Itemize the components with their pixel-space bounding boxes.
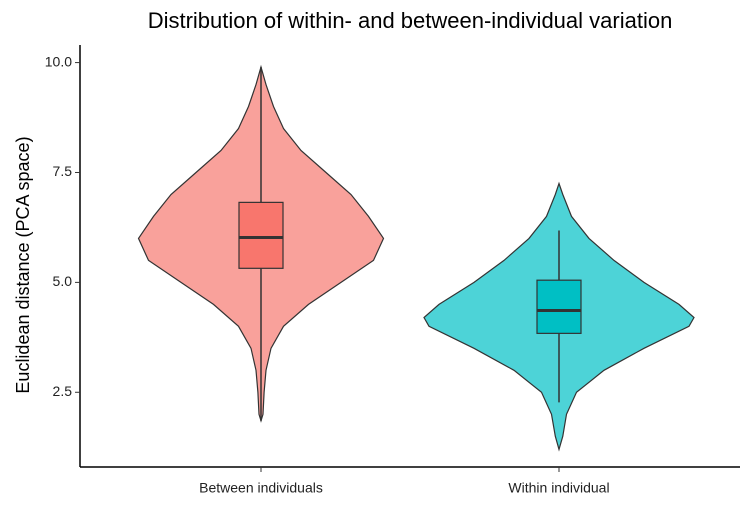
box xyxy=(238,201,284,269)
y-tick-label: 5.0 xyxy=(53,273,73,289)
x-tick-label: Between individuals xyxy=(199,480,323,496)
y-tick-label: 2.5 xyxy=(53,383,73,399)
chart-title: Distribution of within- and between-indi… xyxy=(148,8,673,33)
y-axis-title: Euclidean distance (PCA space) xyxy=(13,136,33,393)
box xyxy=(536,279,582,334)
y-tick-label: 7.5 xyxy=(53,163,73,179)
x-tick-label: Within individual xyxy=(508,480,609,496)
y-tick-label: 10.0 xyxy=(45,53,72,69)
